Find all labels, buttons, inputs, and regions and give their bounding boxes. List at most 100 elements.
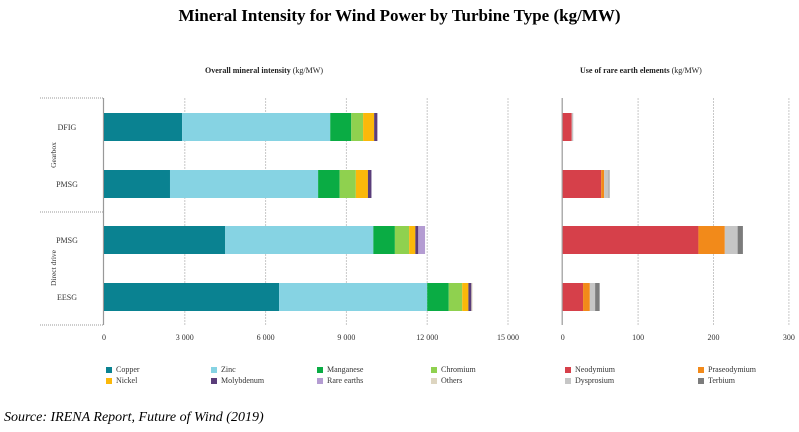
left-bar-dfig-copper — [104, 113, 183, 141]
right-bar-dfig-dysprosium — [571, 113, 574, 141]
legend-label: Copper — [116, 365, 140, 374]
left-x-tick-label: 12 000 — [416, 333, 438, 342]
legend-swatch — [106, 377, 112, 384]
legend-item-nickel: Nickel — [106, 376, 137, 385]
left-bar-pmsg-chromium — [339, 170, 356, 198]
left-chart-title-unit: (kg/MW) — [290, 66, 323, 75]
legend-label: Chromium — [441, 365, 476, 374]
left-bar-pmsg-zinc — [225, 226, 374, 254]
left-bar-pmsg-rare-earths — [418, 226, 426, 254]
left-bar-dfig-molybdenum — [374, 113, 378, 141]
legend-swatch — [106, 366, 112, 373]
legend-swatch — [211, 366, 217, 373]
legend-label: Terbium — [708, 376, 735, 385]
left-bar-pmsg-chromium — [394, 226, 410, 254]
chart-title: Mineral Intensity for Wind Power by Turb… — [178, 6, 621, 25]
right-bar-pmsg-praseodymium — [698, 226, 725, 254]
left-bar-eesg-copper — [104, 283, 280, 311]
left-x-tick-label: 0 — [102, 333, 106, 342]
category-label-pmsg: PMSG — [56, 236, 78, 245]
legend-swatch — [317, 366, 323, 373]
source-note: Source: IRENA Report, Future of Wind (20… — [4, 410, 264, 425]
left-bar-pmsg-nickel — [355, 170, 368, 198]
left-bar-dfig-nickel — [363, 113, 375, 141]
left-bar-eesg-nickel — [462, 283, 469, 311]
right-bar-pmsg-terbium — [608, 170, 610, 198]
left-bar-pmsg-molybdenum — [367, 170, 372, 198]
legend-swatch — [698, 366, 704, 373]
category-label-eesg: EESG — [57, 293, 77, 302]
right-bar-eesg-dysprosium — [589, 283, 596, 311]
left-bar-dfig-manganese — [330, 113, 352, 141]
right-bar-eesg-terbium — [595, 283, 600, 311]
left-bar-pmsg-zinc — [169, 170, 319, 198]
left-bar-pmsg-copper — [104, 226, 226, 254]
left-bar-pmsg-manganese — [373, 226, 395, 254]
right-x-tick-label: 0 — [561, 333, 565, 342]
left-bar-pmsg-nickel — [409, 226, 416, 254]
category-label-dfig: DFIG — [58, 123, 77, 132]
left-bar-eesg-others — [471, 283, 473, 311]
legend-swatch — [565, 377, 571, 384]
legend-item-zinc: Zinc — [211, 365, 236, 374]
right-bar-dfig-neodymium — [562, 113, 572, 141]
legend-item-terbium: Terbium — [698, 376, 735, 385]
group-label-gearbox: Gearbox — [49, 142, 58, 168]
right-chart-title-unit: (kg/MW) — [669, 66, 702, 75]
right-x-tick-label: 200 — [708, 333, 720, 342]
right-bar-pmsg-dysprosium — [604, 170, 609, 198]
right-x-tick-label: 300 — [783, 333, 795, 342]
left-bar-pmsg-copper — [104, 170, 170, 198]
legend-swatch — [565, 366, 571, 373]
legend-label: Manganese — [327, 365, 364, 374]
legend-label: Nickel — [116, 376, 138, 385]
legend-item-rare-earths: Rare earths — [317, 376, 363, 385]
legend-swatch — [698, 377, 704, 384]
right-chart-title: Use of rare earth elements (kg/MW) — [580, 66, 702, 75]
right-x-tick-label: 100 — [632, 333, 644, 342]
left-bar-eesg-manganese — [427, 283, 449, 311]
category-label-pmsg: PMSG — [56, 180, 78, 189]
legend-item-molybdenum: Molybdenum — [211, 376, 264, 385]
left-bar-eesg-zinc — [279, 283, 428, 311]
right-bar-pmsg-dysprosium — [724, 226, 738, 254]
left-bar-dfig-chromium — [351, 113, 364, 141]
right-bar-pmsg-praseodymium — [601, 170, 605, 198]
legend-item-manganese: Manganese — [317, 365, 363, 374]
left-bar-dfig-zinc — [182, 113, 331, 141]
right-bar-pmsg-terbium — [737, 226, 743, 254]
left-bar-eesg-molybdenum — [468, 283, 472, 311]
right-bar-eesg-neodymium — [562, 283, 584, 311]
left-x-tick-label: 6 000 — [257, 333, 275, 342]
left-bar-pmsg-molybdenum — [415, 226, 419, 254]
legend-label: Neodymium — [575, 365, 615, 374]
legend-label: Others — [441, 376, 463, 385]
legend-swatch — [431, 366, 437, 373]
left-x-tick-label: 15 000 — [497, 333, 519, 342]
legend-item-copper: Copper — [106, 365, 140, 374]
legend-item-others: Others — [431, 376, 462, 385]
right-bar-pmsg-neodymium — [562, 170, 602, 198]
legend-item-praseodymium: Praseodymium — [698, 365, 756, 374]
left-chart-title: Overall mineral intensity (kg/MW) — [205, 66, 323, 75]
legend-swatch — [431, 377, 437, 384]
legend-label: Zinc — [221, 365, 236, 374]
legend-label: Molybdenum — [221, 376, 265, 385]
legend-swatch — [211, 377, 217, 384]
legend-item-dysprosium: Dysprosium — [565, 376, 614, 385]
right-bar-eesg-praseodymium — [583, 283, 590, 311]
legend-item-neodymium: Neodymium — [565, 365, 615, 374]
legend-label: Praseodymium — [708, 365, 756, 374]
left-bar-pmsg-manganese — [318, 170, 340, 198]
right-bar-pmsg-neodymium — [562, 226, 699, 254]
right-chart-title-main: Use of rare earth elements — [580, 66, 670, 75]
left-x-tick-label: 9 000 — [337, 333, 355, 342]
legend-label: Dysprosium — [575, 376, 615, 385]
legend-swatch — [317, 377, 323, 384]
group-label-direct-drive: Direct drive — [49, 249, 58, 286]
legend-label: Rare earths — [327, 376, 364, 385]
left-chart-title-main: Overall mineral intensity — [205, 66, 291, 75]
legend-item-chromium: Chromium — [431, 365, 476, 374]
left-bar-eesg-chromium — [448, 283, 463, 311]
